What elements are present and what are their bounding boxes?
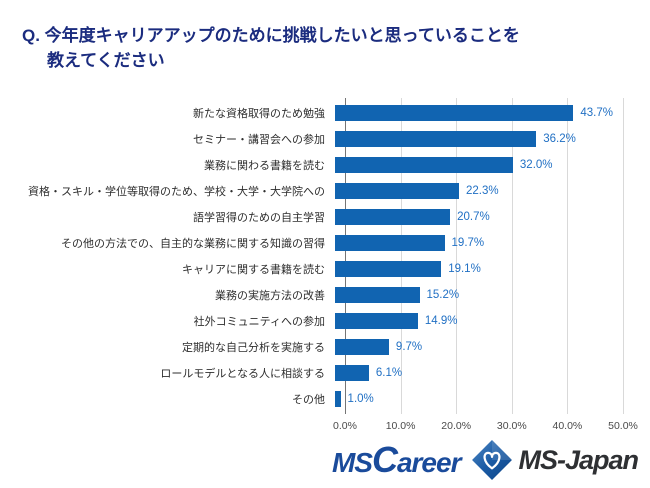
bar xyxy=(335,235,445,251)
value-label: 19.1% xyxy=(448,263,481,275)
chart-row: キャリアに関する書籍を読む 19.1% xyxy=(0,256,650,282)
chart-row: 業務に関わる書籍を読む 32.0% xyxy=(0,152,650,178)
bar-track: 20.7% xyxy=(335,209,613,225)
bar xyxy=(335,391,341,407)
bar xyxy=(335,287,420,303)
bar xyxy=(335,313,418,329)
category-label: 社外コミュニティへの参加 xyxy=(193,316,325,328)
bar-track: 19.1% xyxy=(335,261,613,277)
category-label: 資格・スキル・学位等取得のため、学校・大学・大学院への xyxy=(28,186,325,198)
value-label: 6.1% xyxy=(375,367,403,379)
bar xyxy=(335,105,574,121)
value-label: 1.0% xyxy=(347,393,374,405)
x-axis: 0.0% 10.0% 20.0% 30.0% 40.0% 50.0% xyxy=(333,420,638,436)
bar-track: 43.7% xyxy=(335,105,613,121)
bar xyxy=(335,157,513,173)
bar xyxy=(335,183,459,199)
chart-row: ロールモデルとなる人に相談する 6.1% xyxy=(0,360,650,386)
gridline-layer xyxy=(345,98,624,414)
category-label: 業務に関わる書籍を読む xyxy=(204,160,325,172)
ms-career-logo-ms: MS xyxy=(331,447,373,478)
category-label: キャリアに関する書籍を読む xyxy=(182,264,325,276)
gridline xyxy=(511,98,513,414)
bar xyxy=(335,261,442,277)
x-tick-label: 50.0% xyxy=(608,420,638,432)
category-label: その他 xyxy=(292,394,325,406)
bar-track: 36.2% xyxy=(335,131,613,147)
bar xyxy=(335,131,537,147)
chart-row: 定期的な自己分析を実施する 9.7% xyxy=(0,334,650,360)
ms-japan-diamond-icon xyxy=(472,440,513,480)
bar xyxy=(335,365,369,381)
bar-track: 32.0% xyxy=(335,157,613,173)
value-label: 20.7% xyxy=(457,211,490,223)
value-label: 43.7% xyxy=(580,107,613,119)
category-label: その他の方法での、自主的な業務に関する知識の習得 xyxy=(61,238,325,250)
chart-rows: 新たな資格取得のため勉強 43.7% セミナー・講習会への参加 36.2% 業務に関わる… xyxy=(0,100,650,412)
category-label: セミナー・講習会への参加 xyxy=(193,134,325,146)
chart-row: その他の方法での、自主的な業務に関する知識の習得 19.7% xyxy=(0,230,650,256)
chart-row: 社外コミュニティへの参加 14.9% xyxy=(0,308,650,334)
bar xyxy=(335,209,451,225)
ms-career-logo-c: C xyxy=(371,439,398,480)
bar-track: 22.3% xyxy=(335,183,613,199)
bar-chart: 新たな資格取得のため勉強 43.7% セミナー・講習会への参加 36.2% 業務に関わる… xyxy=(0,98,650,440)
value-label: 9.7% xyxy=(395,341,423,353)
gridline xyxy=(567,98,569,414)
value-label: 14.9% xyxy=(424,315,458,327)
x-tick-label: 30.0% xyxy=(496,420,527,432)
bar-track: 15.2% xyxy=(335,287,613,303)
gridline xyxy=(623,98,624,414)
x-tick-label: 10.0% xyxy=(385,420,416,432)
ms-career-logo-areer: areer xyxy=(396,447,462,478)
chart-row: その他 1.0% xyxy=(0,386,650,412)
chart-row: 資格・スキル・学位等取得のため、学校・大学・大学院への 22.3% xyxy=(0,178,650,204)
chart-row: 語学習得のための自主学習 20.7% xyxy=(0,204,650,230)
ms-japan-logo: MS-Japan xyxy=(518,444,639,475)
bar-track: 19.7% xyxy=(335,235,613,251)
category-label: 業務の実施方法の改善 xyxy=(215,290,325,302)
chart-row: セミナー・講習会への参加 36.2% xyxy=(0,126,650,152)
value-label: 32.0% xyxy=(519,159,553,171)
category-label: 語学習得のための自主学習 xyxy=(193,212,325,224)
x-tick-label: 20.0% xyxy=(441,420,472,432)
title-line-2: 教えてください xyxy=(47,50,165,70)
x-tick-label: 40.0% xyxy=(552,420,583,432)
bar-track: 9.7% xyxy=(335,339,613,355)
category-label: ロールモデルとなる人に相談する xyxy=(160,368,325,380)
value-label: 22.3% xyxy=(465,185,499,197)
footer-logos: MSCareer MS-Japan xyxy=(331,439,639,481)
ms-career-logo: MSCareer xyxy=(331,439,462,480)
bar-track: 14.9% xyxy=(335,313,613,329)
bar-track: 1.0% xyxy=(335,391,613,407)
category-label: 新たな資格取得のため勉強 xyxy=(193,108,325,120)
y-axis-line xyxy=(345,98,346,414)
chart-row: 業務の実施方法の改善 15.2% xyxy=(0,282,650,308)
gridline xyxy=(400,98,402,414)
title-line-1: Q. 今年度キャリアアップのために挑戦したいと思っていることを xyxy=(22,26,520,45)
bar-track: 6.1% xyxy=(335,365,613,381)
category-label: 定期的な自己分析を実施する xyxy=(182,342,325,354)
value-label: 36.2% xyxy=(543,133,576,145)
page-title: Q. 今年度キャリアアップのために挑戦したいと思っていることを 教えてください xyxy=(22,24,520,73)
chart-row: 新たな資格取得のため勉強 43.7% xyxy=(0,100,650,126)
x-tick-label: 0.0% xyxy=(333,420,357,432)
value-label: 15.2% xyxy=(426,289,460,301)
value-label: 19.7% xyxy=(451,237,485,249)
gridline xyxy=(456,98,458,414)
bar xyxy=(335,339,389,355)
